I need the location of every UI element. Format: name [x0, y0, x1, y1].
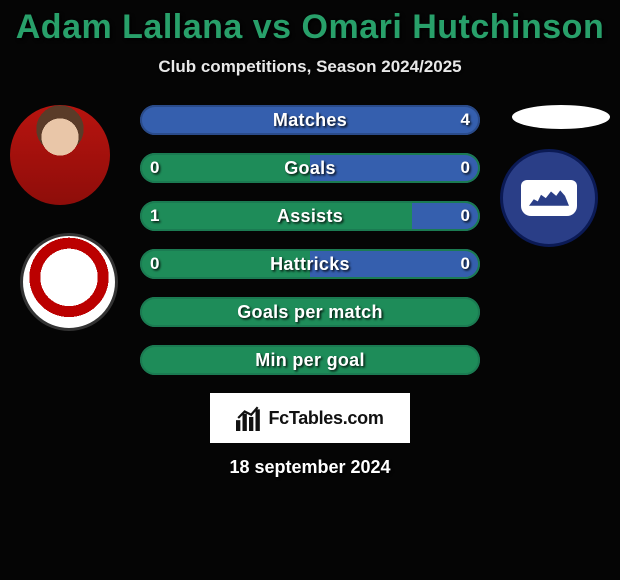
stat-row: 00Goals [140, 153, 480, 183]
stat-label: Assists [140, 201, 480, 231]
date-text: 18 september 2024 [0, 457, 620, 478]
page-title: Adam Lallana vs Omari Hutchinson [0, 0, 620, 47]
branding-icon [236, 405, 262, 431]
club-badge-right-inner [521, 180, 577, 216]
stat-label: Goals [140, 153, 480, 183]
club-badge-right [500, 149, 598, 247]
stat-row: Goals per match [140, 297, 480, 327]
stat-label: Min per goal [140, 345, 480, 375]
player-1-photo [10, 105, 110, 205]
stat-bars: 4Matches 00Goals 10Assists 00Hattricks Goals… [140, 105, 480, 375]
player-1-avatar [10, 105, 110, 205]
stat-row: 00Hattricks [140, 249, 480, 279]
club-badge-left [20, 233, 118, 331]
stat-label: Goals per match [140, 297, 480, 327]
stat-row: 10Assists [140, 201, 480, 231]
stat-row: Min per goal [140, 345, 480, 375]
stat-label: Hattricks [140, 249, 480, 279]
comparison-area: 4Matches 00Goals 10Assists 00Hattricks Goals… [0, 105, 620, 478]
stat-label: Matches [140, 105, 480, 135]
stat-row: 4Matches [140, 105, 480, 135]
branding-box: FcTables.com [210, 393, 410, 443]
branding-text: FcTables.com [268, 408, 383, 429]
player-2-avatar [512, 105, 610, 129]
subtitle: Club competitions, Season 2024/2025 [0, 57, 620, 77]
